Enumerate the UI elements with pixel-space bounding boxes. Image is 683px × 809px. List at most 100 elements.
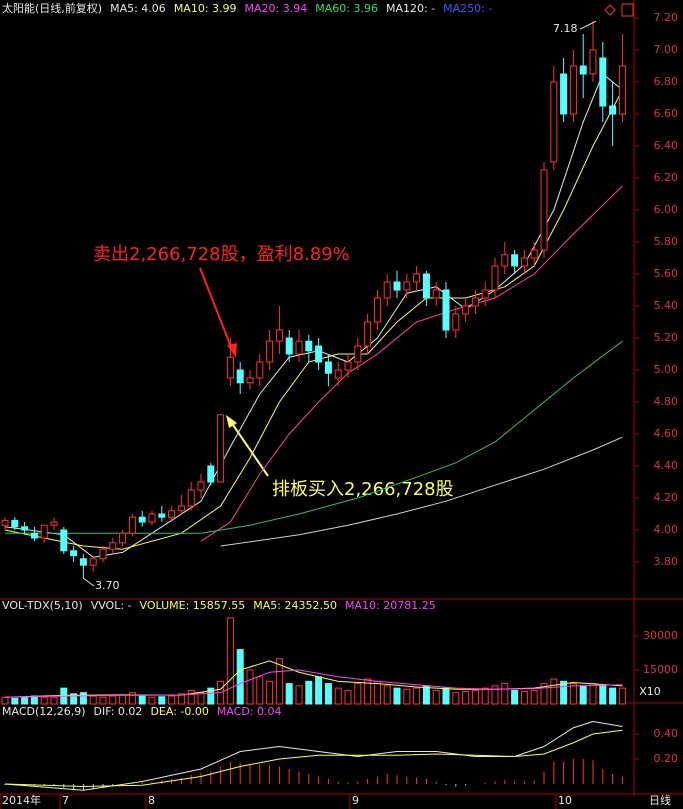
volume-bar bbox=[109, 695, 117, 705]
header-label: MA5: 4.06 bbox=[110, 2, 166, 15]
candle-body bbox=[520, 257, 528, 267]
volume-bar bbox=[138, 695, 146, 705]
volume-bar bbox=[50, 697, 58, 705]
candle-body bbox=[295, 340, 303, 355]
y-tick-label: 0.40 bbox=[654, 727, 679, 740]
y-tick-label: 4.60 bbox=[654, 427, 679, 440]
volume-bar bbox=[30, 695, 38, 705]
volume-bar bbox=[246, 669, 254, 705]
header-label: MA120: - bbox=[386, 2, 435, 15]
candle-body bbox=[266, 340, 274, 363]
volume-bar bbox=[383, 685, 391, 705]
x-tick-label: 9 bbox=[352, 794, 359, 807]
volume-bar bbox=[40, 696, 48, 705]
volume-bar bbox=[275, 658, 283, 705]
candle-body bbox=[226, 356, 234, 379]
candle-body bbox=[197, 481, 205, 491]
candle-body bbox=[344, 361, 352, 371]
y-tick-label: 5.00 bbox=[654, 363, 679, 376]
candle-body bbox=[413, 273, 421, 283]
volume-bar bbox=[609, 687, 617, 705]
candle-body bbox=[324, 361, 332, 374]
candle-body bbox=[393, 281, 401, 291]
candle-body bbox=[246, 377, 254, 384]
line-series bbox=[220, 436, 623, 547]
volume-bar bbox=[481, 687, 489, 705]
volume-bar bbox=[413, 687, 421, 705]
candle-body bbox=[618, 65, 626, 115]
header-label: 太阳能(日线,前复权) bbox=[2, 1, 102, 15]
volume-bar bbox=[187, 689, 195, 705]
volume-bar bbox=[148, 696, 156, 705]
candle-body bbox=[432, 289, 440, 299]
candle-body bbox=[177, 505, 185, 512]
volume-bar bbox=[511, 689, 519, 705]
header-label: MA60: 3.96 bbox=[315, 2, 378, 15]
header-label: MA10: 3.99 bbox=[174, 2, 237, 15]
line-series bbox=[4, 729, 623, 788]
candle-body bbox=[256, 361, 264, 379]
candle-body bbox=[354, 345, 362, 363]
volume-bar bbox=[354, 683, 362, 705]
candle-body bbox=[79, 558, 87, 566]
volume-bar bbox=[256, 676, 264, 705]
volume-bar bbox=[236, 649, 244, 705]
candle-body bbox=[217, 414, 225, 483]
volume-bar bbox=[550, 678, 558, 705]
candle-body bbox=[21, 526, 29, 531]
volume-bar bbox=[599, 685, 607, 705]
y-tick-label: 7.20 bbox=[654, 11, 679, 24]
sell-arrow bbox=[199, 267, 234, 353]
volume-bar bbox=[364, 678, 372, 705]
y-tick-label: 6.20 bbox=[654, 171, 679, 184]
candle-body bbox=[334, 369, 342, 379]
volume-bar bbox=[168, 695, 176, 705]
header-label: VOLUME: 15857.55 bbox=[140, 599, 246, 612]
window-icon[interactable] bbox=[621, 3, 634, 17]
candle-body bbox=[560, 73, 568, 115]
volume-bar bbox=[226, 617, 234, 705]
candle-body bbox=[599, 57, 607, 107]
candle-body bbox=[452, 313, 460, 331]
candle-body bbox=[70, 550, 78, 557]
diamond-icon[interactable] bbox=[604, 4, 616, 16]
y-tick-label: 15000 bbox=[643, 663, 678, 676]
header-label: DEA: -0.00 bbox=[150, 705, 208, 718]
volume-bar bbox=[462, 691, 470, 705]
x-tick-label: 7 bbox=[62, 794, 69, 807]
low-pointer bbox=[82, 577, 95, 587]
candle-body bbox=[403, 281, 411, 291]
candle-body bbox=[40, 524, 48, 539]
candle-body bbox=[481, 289, 489, 299]
y-tick-label: 4.00 bbox=[654, 523, 679, 536]
candle-body bbox=[50, 521, 58, 526]
y-tick-label: 6.80 bbox=[654, 75, 679, 88]
volume-bar bbox=[79, 692, 87, 705]
header-label: MA10: 20781.25 bbox=[345, 599, 436, 612]
volume-bar bbox=[540, 683, 548, 705]
candle-body bbox=[138, 516, 146, 523]
volume-bar bbox=[99, 696, 107, 705]
x-tick-label: 10 bbox=[558, 794, 572, 807]
candle-body bbox=[579, 65, 587, 75]
candle-body bbox=[89, 558, 97, 566]
candle-body bbox=[275, 329, 283, 342]
y-tick-label: 6.60 bbox=[654, 107, 679, 120]
y-tick-label: 7.00 bbox=[654, 43, 679, 56]
y-tick-label: 30000 bbox=[643, 629, 678, 642]
volume-bar bbox=[70, 693, 78, 705]
volume-bar bbox=[589, 683, 597, 705]
header-label: MA250: - bbox=[443, 2, 492, 15]
candle-body bbox=[128, 516, 136, 534]
candle-body bbox=[501, 254, 509, 267]
candle-body bbox=[60, 529, 68, 552]
volume-bar bbox=[285, 683, 293, 705]
volume-bar bbox=[315, 676, 323, 705]
volume-bar bbox=[422, 685, 430, 705]
x-tick-label: 8 bbox=[148, 794, 155, 807]
header-label: VOL-TDX(5,10) bbox=[2, 599, 83, 612]
x-tick-label: 2014年 bbox=[2, 793, 41, 807]
candle-body bbox=[422, 273, 430, 299]
candle-body bbox=[511, 254, 519, 267]
